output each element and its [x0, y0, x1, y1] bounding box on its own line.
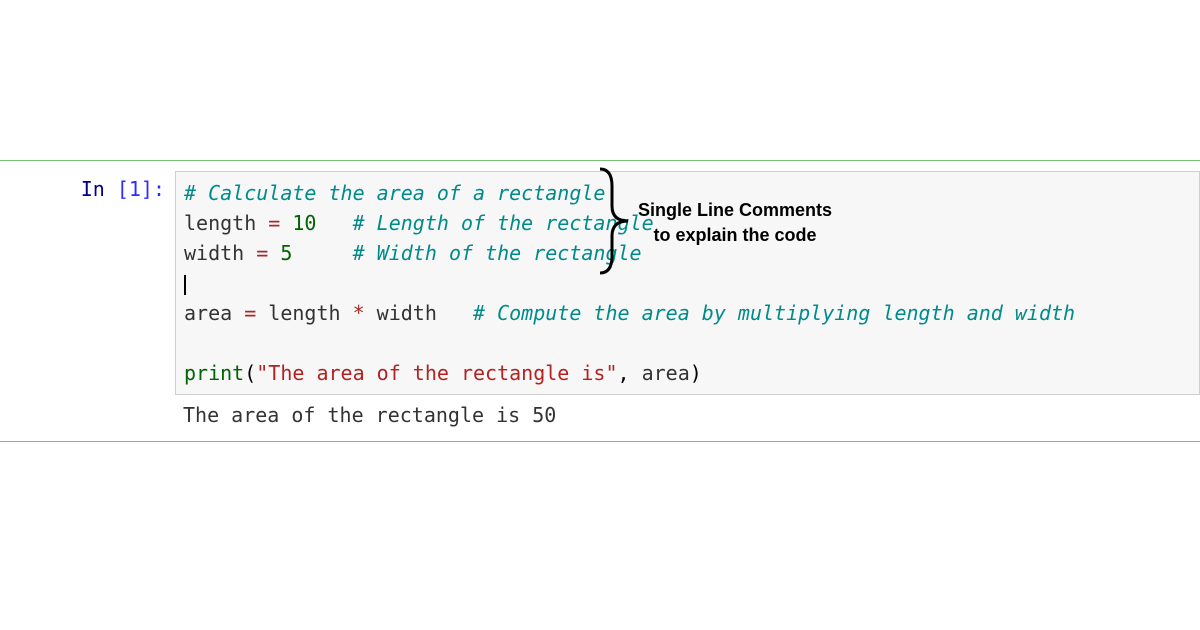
- notebook-cell: In [1]: # Calculate the area of a rectan…: [0, 160, 1200, 442]
- in-label: In: [81, 177, 117, 201]
- input-prompt: In [1]:: [0, 171, 175, 201]
- code-comment: # Width of the rectangle: [353, 241, 642, 265]
- code-comment: # Compute the area by multiplying length…: [473, 301, 1075, 325]
- code-op: =: [256, 211, 292, 235]
- cell-number: 1: [129, 177, 141, 201]
- code-var: width: [377, 301, 437, 325]
- annotation-label: Single Line Comments to explain the code: [638, 198, 832, 248]
- input-row: In [1]: # Calculate the area of a rectan…: [0, 171, 1200, 395]
- code-number: 5: [280, 241, 292, 265]
- annotation-line1: Single Line Comments: [638, 198, 832, 223]
- code-var: area: [184, 301, 232, 325]
- code-builtin: print: [184, 361, 244, 385]
- paren: ): [690, 361, 702, 385]
- code-comment: # Calculate the area of a rectangle: [184, 181, 605, 205]
- output-prompt-spacer: [0, 399, 175, 431]
- code-var: width: [184, 241, 244, 265]
- output-text: The area of the rectangle is 50: [175, 399, 1200, 431]
- bracket-open: [: [117, 177, 129, 201]
- code-var: length: [268, 301, 340, 325]
- code-op: =: [232, 301, 268, 325]
- code-number: 10: [292, 211, 316, 235]
- text-cursor: [184, 275, 186, 295]
- paren: (: [244, 361, 256, 385]
- code-string: "The area of the rectangle is": [256, 361, 617, 385]
- bracket-close: ]:: [141, 177, 165, 201]
- code-comment: # Length of the rectangle: [353, 211, 654, 235]
- annotation-line2: to explain the code: [638, 223, 832, 248]
- output-row: The area of the rectangle is 50: [0, 399, 1200, 431]
- code-var: area: [642, 361, 690, 385]
- code-var: length: [184, 211, 256, 235]
- code-op: *: [341, 301, 377, 325]
- code-op: =: [244, 241, 280, 265]
